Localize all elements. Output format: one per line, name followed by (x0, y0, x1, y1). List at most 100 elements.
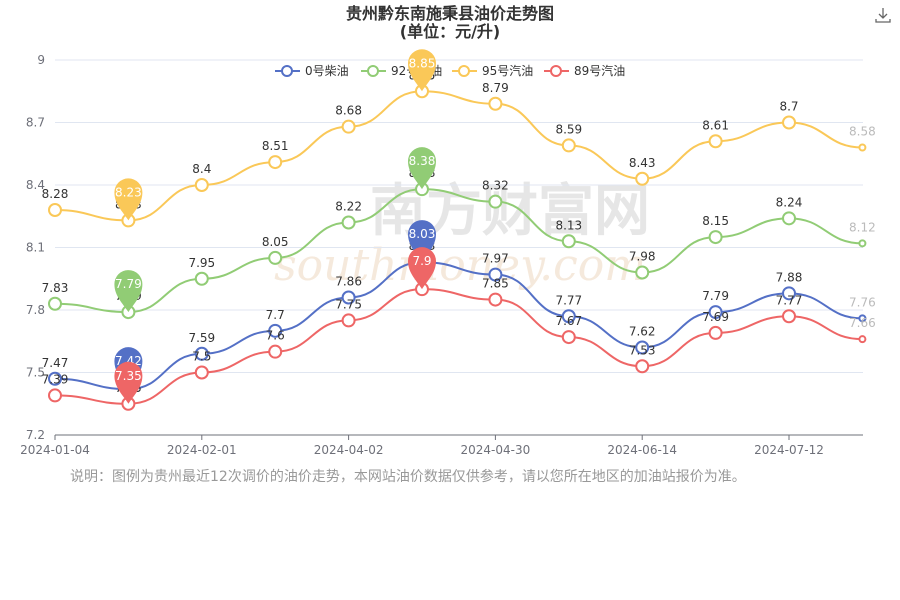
data-label: 8.43 (629, 156, 656, 170)
data-label: 8.51 (262, 139, 289, 153)
data-point (708, 134, 723, 149)
y-tick-label: 9 (37, 53, 45, 67)
legend-item[interactable]: 0号柴油 (275, 64, 349, 78)
data-point (268, 323, 283, 338)
data-label: 8.28 (42, 187, 69, 201)
data-label: 7.86 (335, 275, 362, 289)
data-point (488, 194, 503, 209)
line-chart: 南方财富网southmoney.com7.27.57.88.18.48.7920… (20, 49, 876, 457)
data-point (635, 171, 650, 186)
data-point (708, 305, 723, 320)
pin-shape (408, 49, 436, 92)
data-point (561, 138, 576, 153)
chart-subtitle: (单位：元/升) (399, 22, 501, 41)
data-point (635, 265, 650, 280)
data-label: 7.97 (482, 252, 509, 266)
data-label: 7.53 (629, 343, 656, 357)
data-label: 7.67 (555, 314, 582, 328)
data-point (858, 314, 867, 323)
footnote: 说明：图例为贵州最近12次调价的油价走势，本网站油价数据仅供参考，请以您所在地区… (70, 469, 746, 485)
data-label: 8.7 (779, 100, 798, 114)
data-label: 7.77 (555, 293, 582, 307)
data-point (488, 292, 503, 307)
y-tick-label: 7.5 (26, 366, 45, 380)
data-point (341, 313, 356, 328)
data-label: 8.61 (702, 118, 729, 132)
data-label: 7.59 (188, 331, 215, 345)
data-label: 7.62 (629, 325, 656, 339)
legend-marker (550, 65, 562, 77)
y-tick-label: 8.4 (26, 178, 45, 192)
data-point (488, 267, 503, 282)
data-point (194, 178, 209, 192)
data-point (782, 286, 796, 301)
x-tick-label: 2024-04-02 (314, 443, 384, 457)
data-label: 8.12 (849, 220, 876, 234)
data-point (858, 335, 867, 344)
data-point (782, 211, 796, 226)
data-label: 8.22 (335, 200, 362, 214)
chart-title: 贵州黔东南施秉县油价走势图 (345, 4, 554, 23)
download-icon[interactable] (874, 6, 892, 24)
data-label: 8.79 (482, 81, 509, 95)
data-point (268, 155, 283, 170)
pin-shape (114, 178, 143, 221)
data-point (635, 340, 650, 355)
x-tick-label: 2024-01-04 (20, 443, 90, 457)
marker-pin: 7.9 (408, 247, 436, 290)
data-point (48, 371, 62, 386)
data-label: 8.32 (482, 179, 509, 193)
data-point (488, 96, 503, 111)
legend-label: 95号汽油 (482, 63, 533, 78)
data-label: 7.66 (849, 316, 876, 330)
data-point (858, 143, 867, 152)
data-label: 7.5 (192, 350, 211, 364)
data-label: 8.24 (776, 195, 803, 209)
data-label: 7.7 (266, 308, 285, 322)
data-point (561, 330, 576, 345)
data-point (635, 359, 650, 374)
pin-shape (408, 147, 436, 190)
legend-marker (281, 65, 293, 77)
data-label: 7.85 (482, 277, 509, 291)
data-point (341, 290, 356, 305)
data-point (782, 115, 796, 130)
data-label: 7.39 (42, 372, 69, 386)
data-point (561, 309, 576, 324)
marker-pin: 8.23 (114, 178, 143, 221)
pin-label: 7.79 (115, 277, 142, 291)
data-label: 7.79 (702, 289, 729, 303)
legend-marker (367, 65, 379, 77)
y-tick-label: 7.8 (26, 303, 45, 317)
data-label: 7.77 (776, 293, 803, 307)
data-point (194, 271, 209, 286)
pin-shape (114, 270, 143, 313)
legend-item[interactable]: 95号汽油 (452, 63, 533, 78)
data-label: 8.68 (335, 104, 362, 118)
data-point (268, 250, 283, 265)
data-point (341, 215, 356, 230)
data-label: 8.05 (262, 235, 289, 249)
marker-pin: 7.35 (114, 361, 143, 404)
data-label: 7.47 (42, 356, 69, 370)
data-label: 7.83 (42, 281, 69, 295)
marker-pin: 8.85 (408, 49, 436, 92)
data-point (48, 203, 62, 217)
pin-label: 8.23 (115, 185, 142, 199)
data-point (708, 325, 723, 340)
data-point (708, 230, 723, 245)
pin-shape (114, 361, 143, 404)
data-label: 7.6 (266, 329, 285, 343)
x-tick-label: 2024-04-30 (461, 443, 531, 457)
y-tick-label: 8.1 (26, 241, 45, 255)
data-point (782, 309, 796, 324)
legend-item[interactable]: 89号汽油 (544, 63, 625, 78)
pin-label: 7.35 (115, 369, 142, 383)
data-point (194, 346, 209, 361)
data-label: 8.15 (702, 214, 729, 228)
watermark-url: southmoney.com (274, 240, 646, 291)
pin-label: 8.38 (409, 154, 436, 168)
x-tick-label: 2024-02-01 (167, 443, 237, 457)
data-point (341, 119, 356, 134)
data-label: 7.98 (629, 250, 656, 264)
